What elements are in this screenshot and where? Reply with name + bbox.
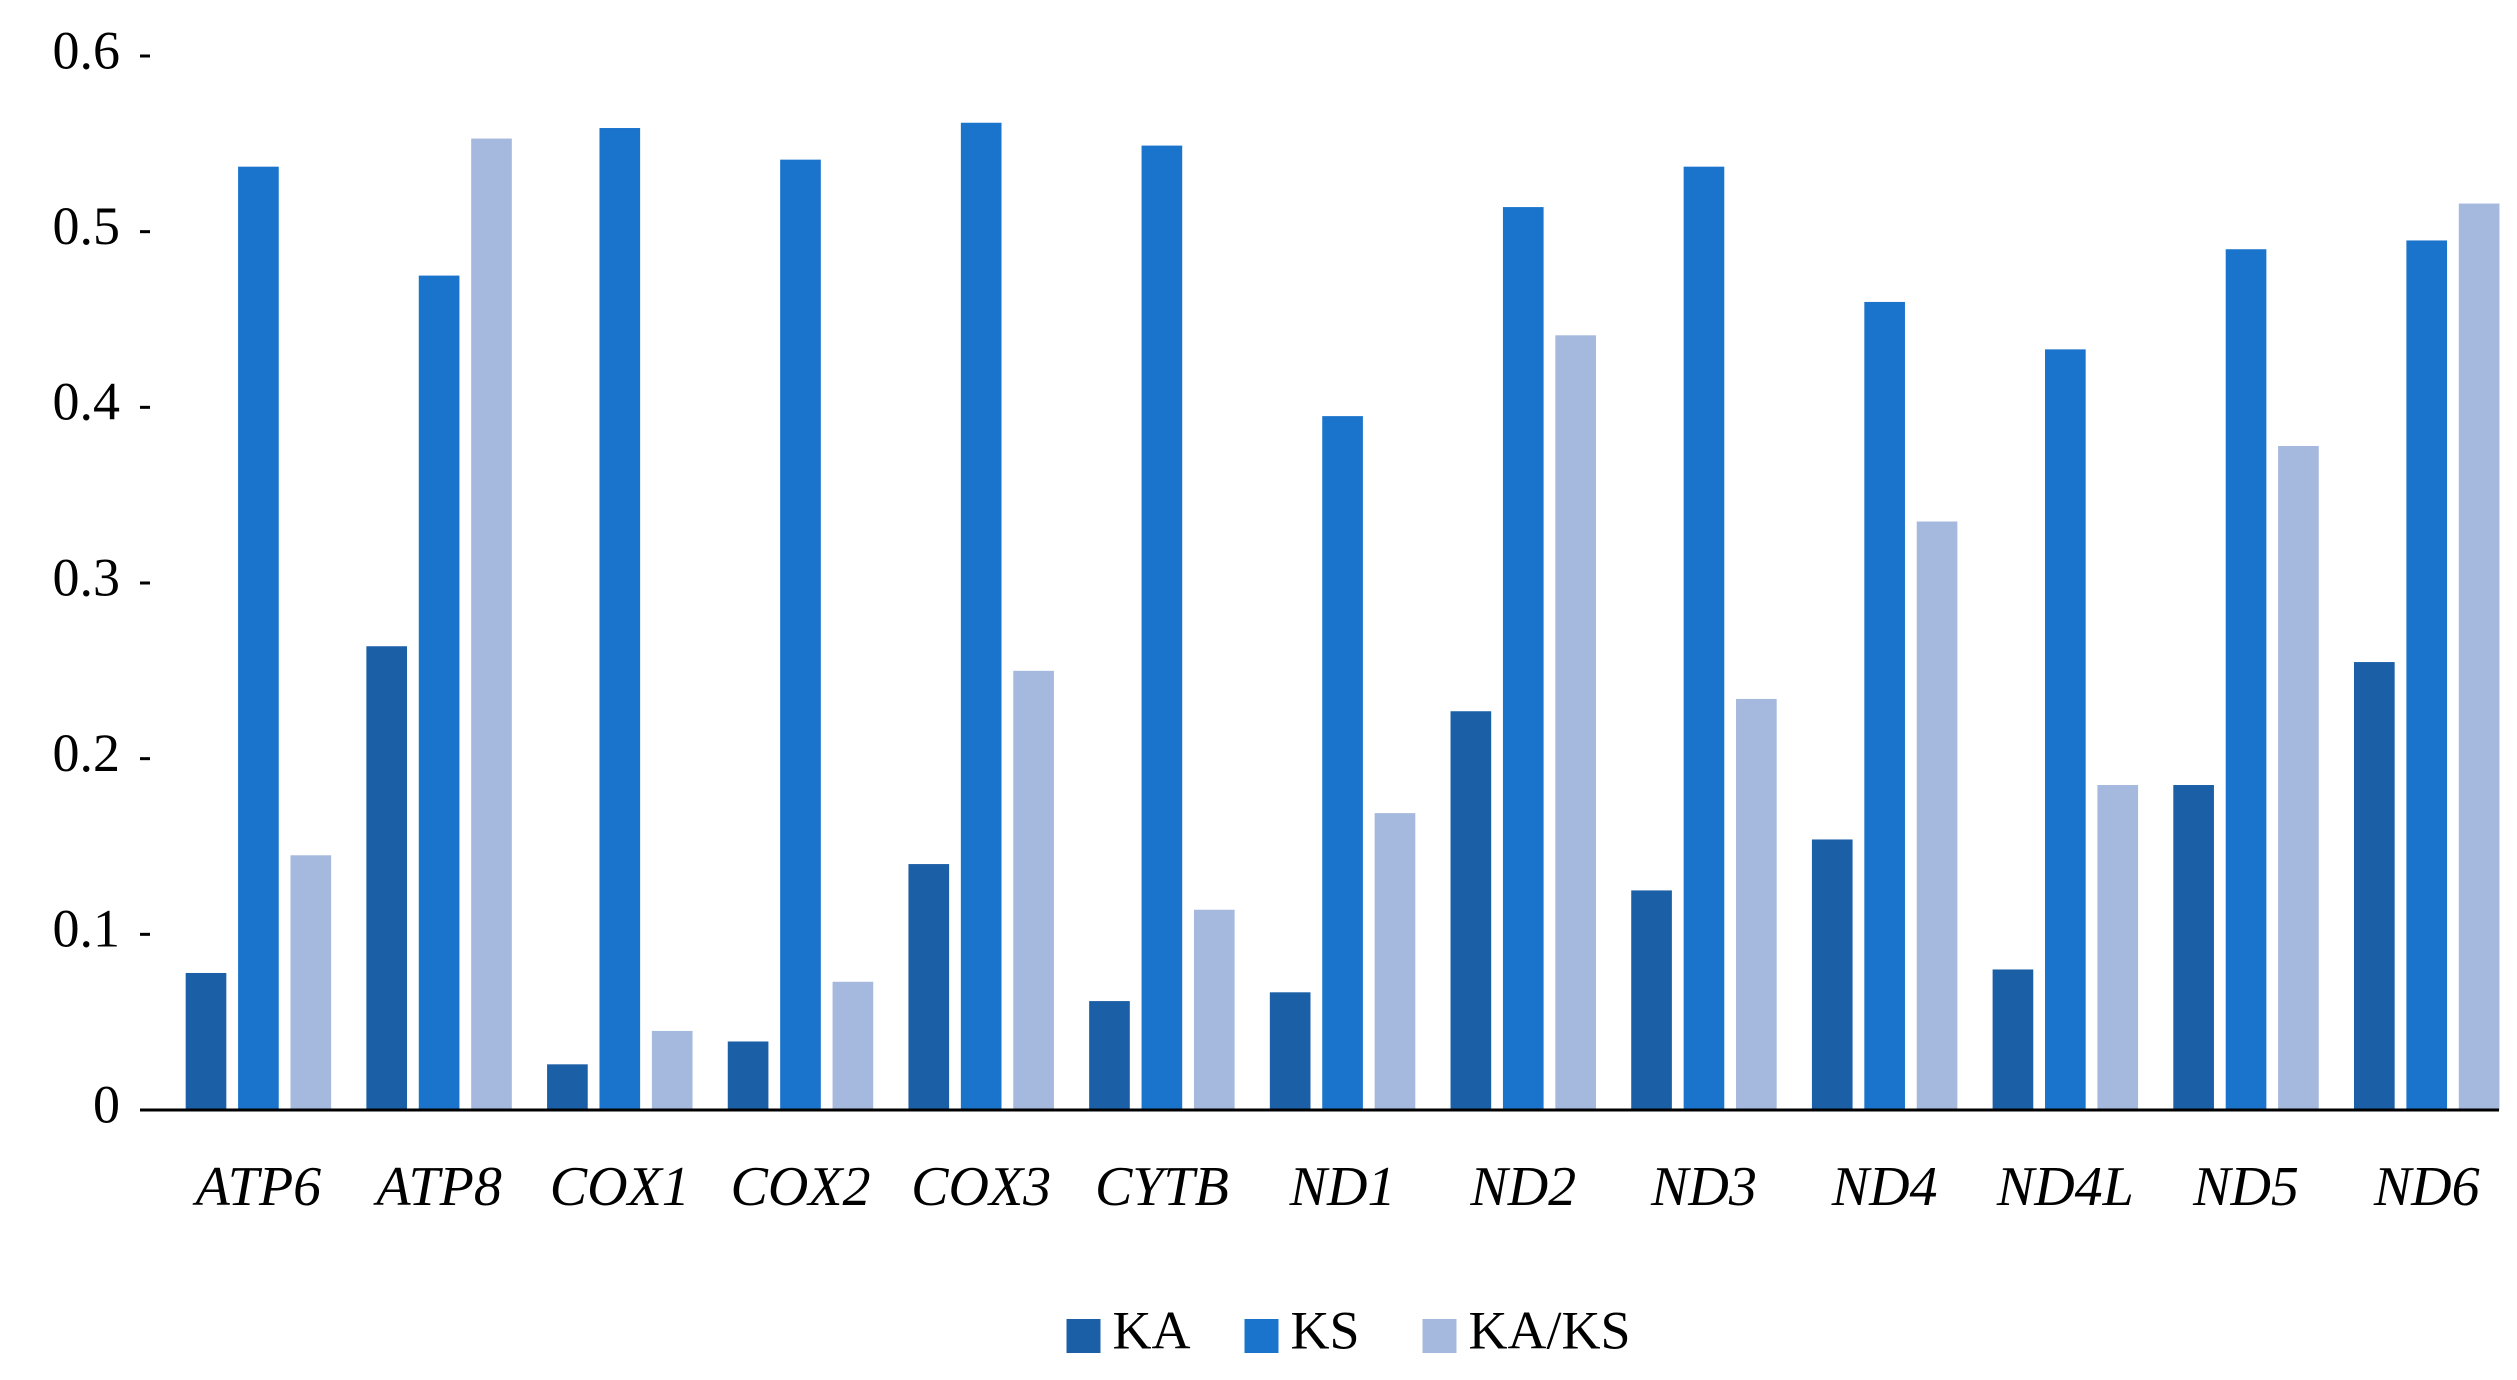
bar: [2173, 785, 2214, 1110]
legend-label: KA/KS: [1469, 1300, 1631, 1360]
bar: [908, 864, 950, 1110]
bar: [290, 855, 332, 1110]
y-tick-label: 0.1: [53, 899, 121, 959]
bar: [1450, 711, 1492, 1110]
bar: [2225, 249, 2267, 1110]
bar: [2353, 662, 2395, 1110]
y-tick-label: 0.2: [53, 723, 121, 783]
y-tick-label: 0.3: [53, 547, 121, 607]
bar: [1631, 890, 1672, 1110]
bar: [2458, 203, 2500, 1110]
x-tick-label: CYTB: [1095, 1156, 1229, 1218]
bar: [1089, 1001, 1130, 1110]
bar: [1864, 301, 1905, 1110]
bar: [727, 1041, 769, 1110]
x-tick-label: COX2: [730, 1156, 870, 1218]
bar: [780, 159, 821, 1111]
bar: [1141, 145, 1183, 1111]
x-tick-label: ND2: [1469, 1156, 1576, 1218]
legend-label: KA: [1113, 1300, 1191, 1360]
bar: [1193, 909, 1235, 1110]
legend-swatch: [1422, 1319, 1457, 1353]
bar: [2278, 445, 2319, 1111]
x-tick-label: ND5: [2192, 1156, 2299, 1218]
bar: [1916, 521, 1958, 1110]
bar: [1736, 698, 1777, 1110]
bar: [1322, 416, 1363, 1110]
legend-swatch: [1244, 1319, 1279, 1353]
x-tick-label: COX1: [550, 1156, 690, 1218]
bar: [1555, 335, 1596, 1110]
y-tick-label: 0.5: [53, 196, 121, 256]
legend-label: KS: [1291, 1300, 1360, 1360]
x-tick-label: ATP8: [372, 1156, 501, 1218]
bar: [1811, 839, 1853, 1110]
bar: [238, 166, 279, 1111]
bar: [2406, 240, 2448, 1110]
x-tick-label: ND4: [1831, 1156, 1938, 1218]
bar: [960, 122, 1002, 1110]
bar: [418, 275, 460, 1110]
x-tick-label: ATP6: [192, 1156, 321, 1218]
x-tick-label: COX3: [911, 1156, 1051, 1218]
bar: [832, 981, 874, 1110]
bar: [547, 1064, 588, 1110]
bar: [1502, 207, 1544, 1110]
bar: [366, 646, 408, 1110]
legend-swatch: [1066, 1319, 1101, 1353]
bar: [185, 972, 227, 1110]
y-tick-label: 0.6: [53, 20, 121, 80]
x-tick-label: ND4L: [1996, 1156, 2134, 1218]
bar: [2045, 349, 2086, 1110]
y-tick-label: 0: [93, 1074, 120, 1134]
x-tick-label: ND1: [1289, 1156, 1396, 1218]
x-tick-label: ND6: [2373, 1156, 2480, 1218]
bar: [2097, 785, 2139, 1110]
bar: [599, 128, 641, 1111]
bar: [1269, 992, 1311, 1110]
bar: [1374, 813, 1416, 1110]
bar: [651, 1030, 693, 1110]
bar: [1992, 969, 2034, 1110]
bar: [1013, 670, 1054, 1110]
y-tick-label: 0.4: [53, 372, 121, 432]
x-tick-label: ND3: [1650, 1156, 1757, 1218]
bar: [471, 138, 512, 1110]
bar: [1683, 166, 1725, 1111]
